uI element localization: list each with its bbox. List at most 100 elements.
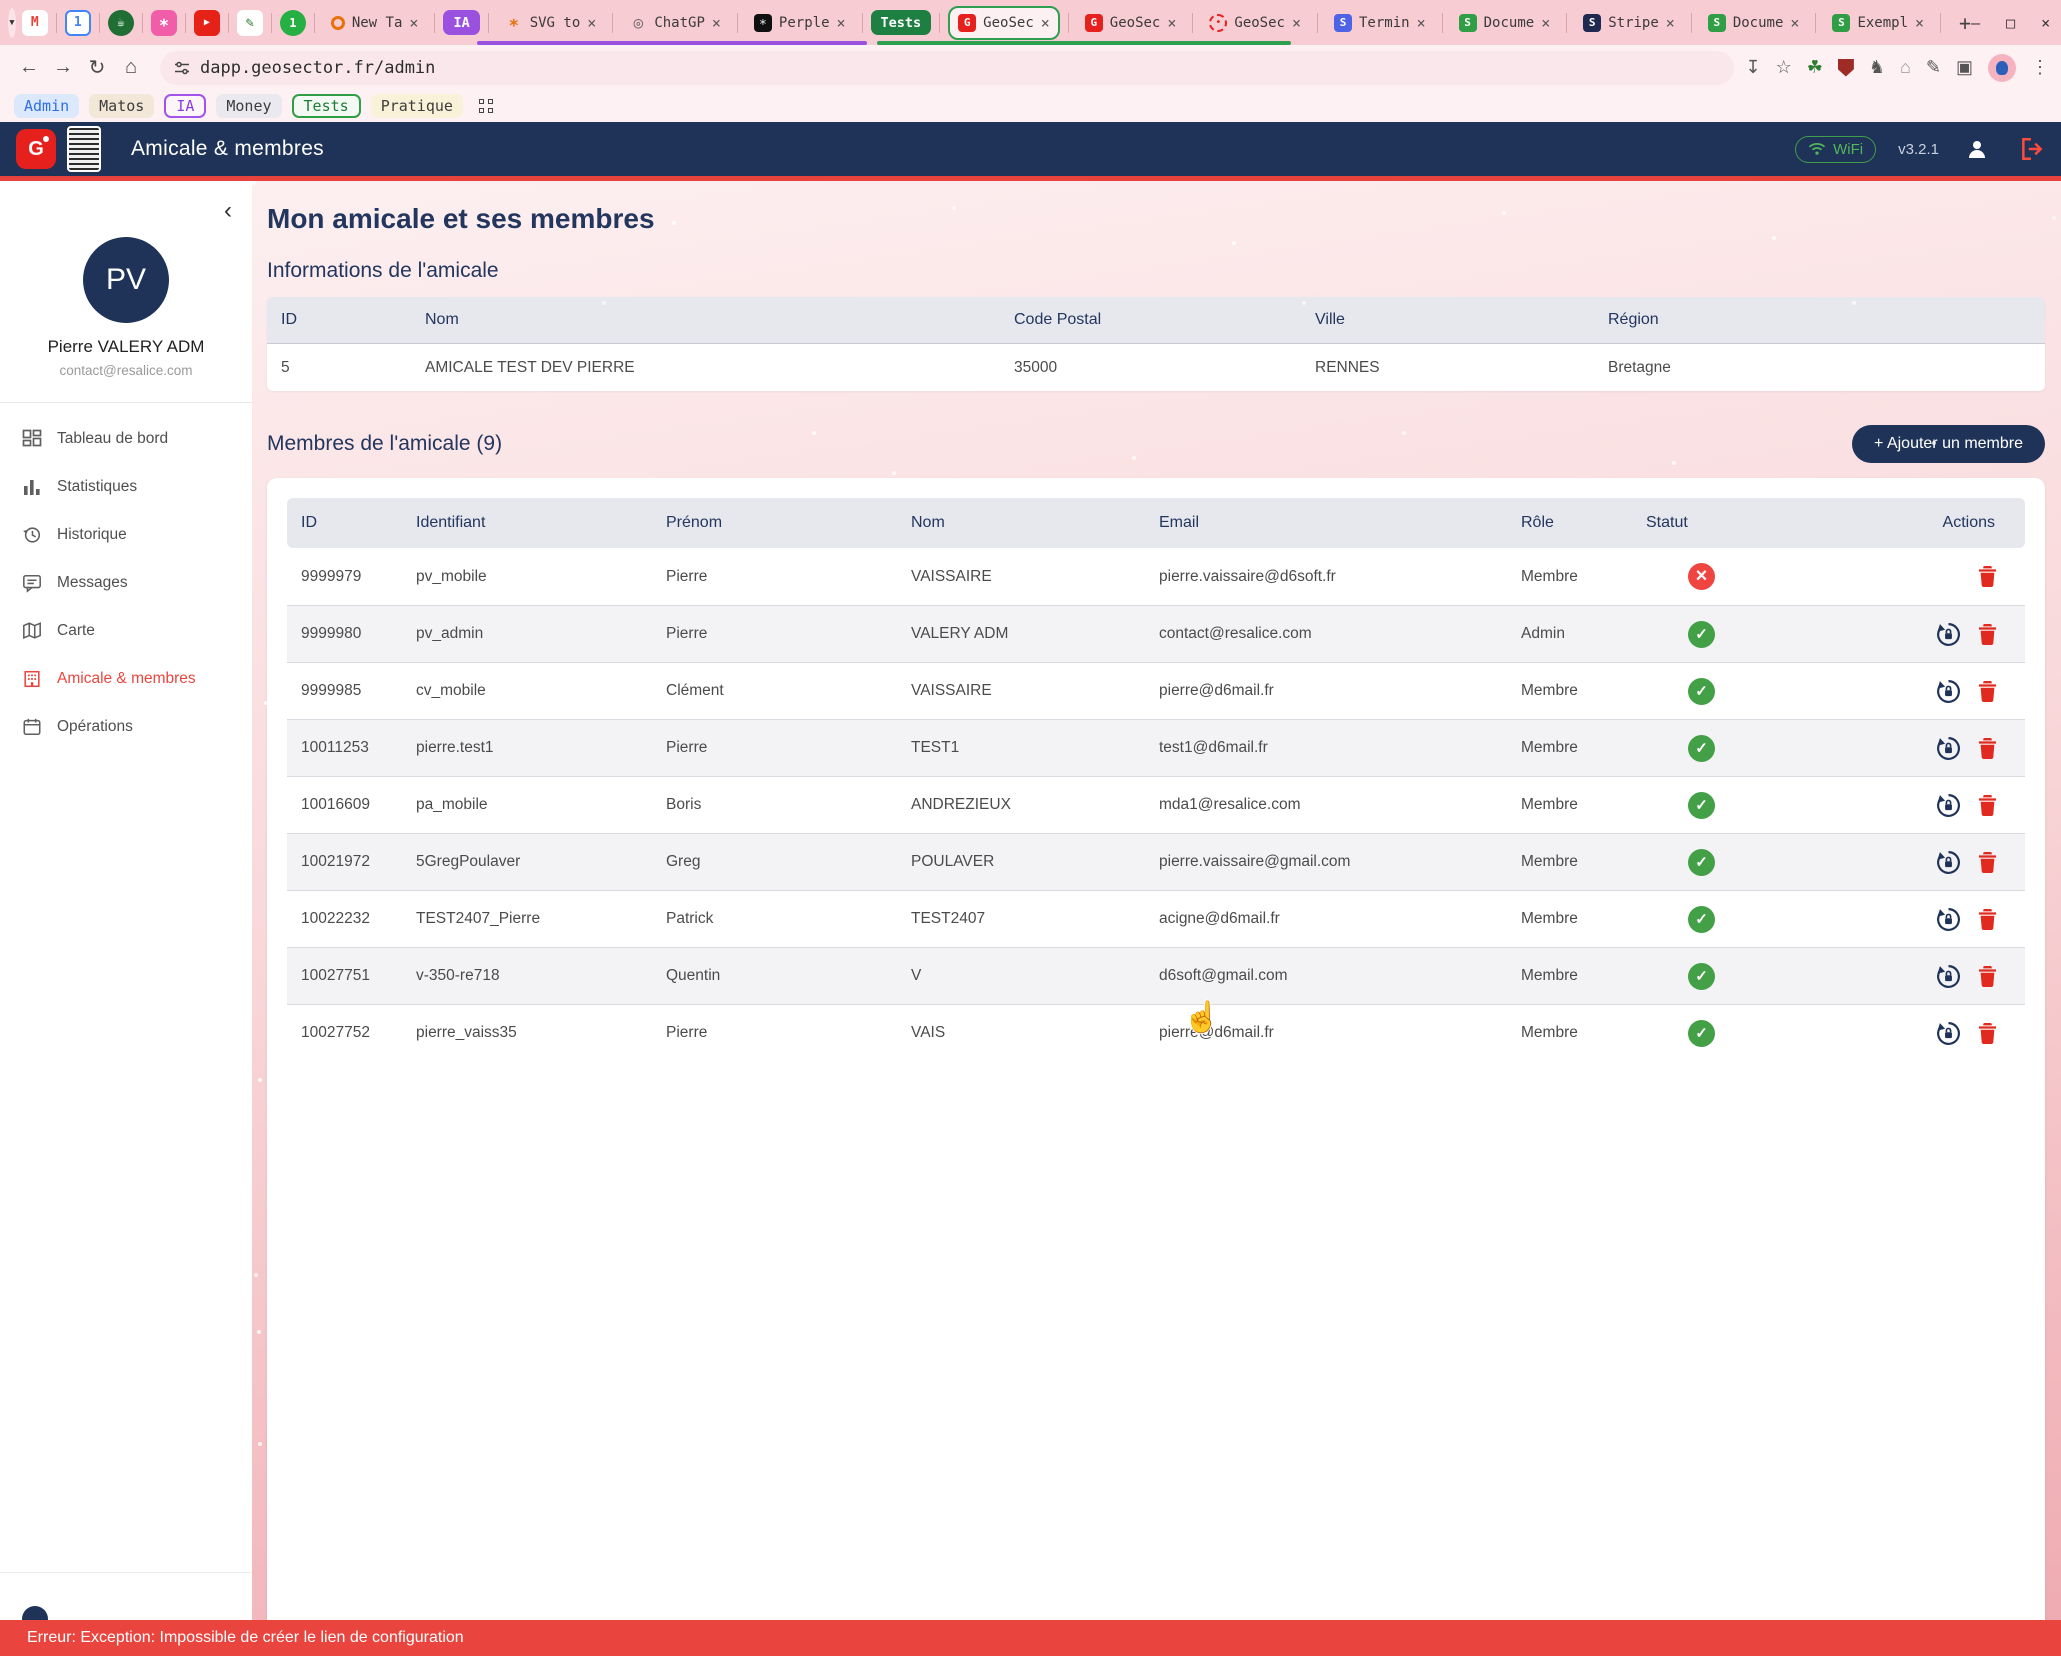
sidebar-item-carte[interactable]: Carte <box>0 607 252 655</box>
tab-search-icon[interactable]: ▾ <box>8 7 16 38</box>
tab-close-icon[interactable]: × <box>711 13 721 32</box>
sidebar-item-amicale-membres[interactable]: Amicale & membres <box>0 655 252 703</box>
reload-icon[interactable]: ↻ <box>88 57 106 79</box>
browser-tab[interactable]: GeoSec × <box>948 5 1060 40</box>
browser-tab[interactable]: Stripe × <box>1575 6 1683 40</box>
member-row[interactable]: 9999980 pv_admin Pierre VALERY ADM conta… <box>287 605 2025 662</box>
browser-tab[interactable]: Docume × <box>1451 6 1559 40</box>
bookmarks-apps-grid-icon[interactable] <box>478 99 493 113</box>
reset-password-button[interactable] <box>1935 906 1962 933</box>
tab-close-icon[interactable]: × <box>1915 13 1925 32</box>
delete-member-button[interactable] <box>1978 623 1997 646</box>
home-icon[interactable]: ⌂ <box>124 56 138 78</box>
member-row[interactable]: 10021972 5GregPoulaver Greg POULAVER pie… <box>287 833 2025 890</box>
browser-profile-avatar[interactable] <box>1988 53 2016 82</box>
url-text[interactable]: dapp.geosector.fr/admin <box>200 57 436 78</box>
delete-member-button[interactable] <box>1978 965 1997 988</box>
sidebar-item-historique[interactable]: Historique <box>0 511 252 559</box>
sidebar-collapse-icon[interactable]: ‹ <box>224 197 232 224</box>
bookmark-ia[interactable]: IA <box>164 94 207 118</box>
site-settings-icon[interactable] <box>174 60 190 76</box>
tab-group-chip[interactable]: Tests <box>870 10 932 35</box>
logout-icon[interactable] <box>2019 136 2045 162</box>
extension-shield-icon[interactable] <box>1837 58 1854 77</box>
add-member-button[interactable]: + Ajouter un membre <box>1852 425 2045 463</box>
extension-leaf-icon[interactable]: ☘ <box>1806 57 1823 77</box>
browser-tab[interactable]: New Ta × <box>323 6 427 40</box>
pinned-tab-icon[interactable] <box>150 9 177 36</box>
tab-group-chip[interactable]: IA <box>443 10 480 35</box>
bookmark-money[interactable]: Money <box>216 94 282 118</box>
delete-member-button[interactable] <box>1978 908 1997 931</box>
delete-member-button[interactable] <box>1978 680 1997 703</box>
reset-password-button[interactable] <box>1935 792 1962 819</box>
member-row[interactable]: 10027751 v-350-re718 Quentin V d6soft@gm… <box>287 947 2025 1004</box>
sidebar-item-tableau-de-bord[interactable]: Tableau de bord <box>0 415 252 463</box>
tab-close-icon[interactable]: × <box>1416 13 1426 32</box>
extension-pen-icon[interactable]: ✎ <box>1925 57 1941 77</box>
bookmark-star-icon[interactable]: ☆ <box>1775 57 1792 77</box>
install-app-icon[interactable]: ↧ <box>1745 57 1761 77</box>
close-button[interactable]: × <box>2041 13 2051 32</box>
reset-password-button[interactable] <box>1935 1020 1962 1047</box>
delete-member-button[interactable] <box>1978 851 1997 874</box>
bookmark-tests[interactable]: Tests <box>291 94 361 118</box>
tab-close-icon[interactable]: × <box>1167 13 1177 32</box>
tab-close-icon[interactable]: × <box>836 13 846 32</box>
extension-home-icon[interactable]: ⌂ <box>1900 57 1911 77</box>
url-bar[interactable]: dapp.geosector.fr/admin <box>160 50 1734 85</box>
delete-member-button[interactable] <box>1978 565 1997 588</box>
browser-tab[interactable]: SVG to × <box>497 6 605 40</box>
reset-password-button[interactable] <box>1935 735 1962 762</box>
delete-member-button[interactable] <box>1978 794 1997 817</box>
pinned-tab-icon[interactable] <box>64 9 91 36</box>
browser-tab[interactable]: ChatGP × <box>621 6 729 40</box>
forward-icon[interactable]: → <box>53 56 73 78</box>
member-row[interactable]: 9999985 cv_mobile Clément VAISSAIRE pier… <box>287 662 2025 719</box>
extension-knight-icon[interactable]: ♞ <box>1868 57 1886 77</box>
tab-close-icon[interactable]: × <box>1040 13 1050 32</box>
browser-tab[interactable]: GeoSec × <box>1201 6 1309 40</box>
back-icon[interactable]: ← <box>19 56 39 78</box>
minimize-button[interactable]: — <box>1971 13 1981 32</box>
reset-password-button[interactable] <box>1935 963 1962 990</box>
sidebar-item-messages[interactable]: Messages <box>0 559 252 607</box>
browser-tab[interactable]: GeoSec × <box>1077 6 1185 40</box>
member-row[interactable]: 10011253 pierre.test1 Pierre TEST1 test1… <box>287 719 2025 776</box>
tab-close-icon[interactable]: × <box>409 13 419 32</box>
tab-close-icon[interactable]: × <box>587 13 597 32</box>
new-tab-button[interactable]: + <box>1959 10 1972 35</box>
member-row[interactable]: 9999979 pv_mobile Pierre VAISSAIRE pierr… <box>287 548 2025 605</box>
sidebar-item-operations[interactable]: Opérations <box>0 703 252 751</box>
reset-password-button[interactable] <box>1935 849 1962 876</box>
browser-menu-icon[interactable]: ⋮ <box>2031 57 2049 77</box>
bookmark-admin[interactable]: Admin <box>14 94 80 118</box>
maximize-button[interactable]: □ <box>2006 13 2016 32</box>
tab-close-icon[interactable]: × <box>1541 13 1551 32</box>
browser-tab[interactable]: Termin × <box>1326 6 1434 40</box>
bookmark-matos[interactable]: Matos <box>89 94 155 118</box>
tab-close-icon[interactable]: × <box>1790 13 1800 32</box>
browser-tab[interactable]: Exempl × <box>1824 6 1932 40</box>
user-account-icon[interactable] <box>1965 137 1989 161</box>
pinned-tab-icon[interactable] <box>236 9 263 36</box>
browser-tab[interactable]: Perple × <box>746 6 854 40</box>
reset-password-button[interactable] <box>1935 621 1962 648</box>
pinned-tab-icon[interactable] <box>21 9 48 36</box>
extension-clipboard-icon[interactable]: ▣ <box>1955 57 1973 77</box>
pinned-tab-icon[interactable] <box>193 9 220 36</box>
member-row[interactable]: 10027752 pierre_vaiss35 Pierre VAIS pier… <box>287 1004 2025 1061</box>
pinned-tab-icon[interactable] <box>107 9 134 36</box>
info-ville: RENNES <box>1315 358 1380 376</box>
tab-close-icon[interactable]: × <box>1291 13 1301 32</box>
delete-member-button[interactable] <box>1978 1022 1997 1045</box>
sidebar-item-statistiques[interactable]: Statistiques <box>0 463 252 511</box>
bookmark-pratique[interactable]: Pratique <box>370 94 463 118</box>
tab-close-icon[interactable]: × <box>1665 13 1675 32</box>
pinned-tab-icon[interactable] <box>279 9 306 36</box>
member-row[interactable]: 10022232 TEST2407_Pierre Patrick TEST240… <box>287 890 2025 947</box>
reset-password-button[interactable] <box>1935 678 1962 705</box>
browser-tab[interactable]: Docume × <box>1700 6 1808 40</box>
delete-member-button[interactable] <box>1978 737 1997 760</box>
member-row[interactable]: 10016609 pa_mobile Boris ANDREZIEUX mda1… <box>287 776 2025 833</box>
